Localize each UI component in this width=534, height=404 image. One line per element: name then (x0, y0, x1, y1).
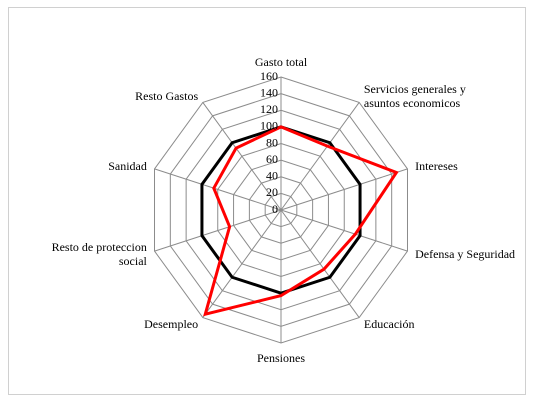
tick-label: 0 (272, 202, 278, 216)
tick-label: 140 (260, 85, 278, 99)
category-label: Educación (363, 317, 415, 332)
category-label: Resto de proteccion social (51, 239, 147, 268)
category-label: Servicios generales y asuntos economicos (363, 81, 466, 110)
tick-label: 40 (266, 169, 278, 183)
tick-label: 20 (266, 185, 278, 199)
category-label: Sanidad (108, 159, 147, 174)
tick-label: 120 (260, 102, 278, 116)
category-label: Desempleo (144, 317, 199, 332)
category-label: Pensiones (257, 351, 305, 365)
category-label: Gasto total (254, 55, 308, 69)
spoke (280, 168, 408, 211)
spoke (202, 209, 282, 318)
category-label: Intereses (415, 159, 458, 174)
chart-frame (8, 7, 526, 395)
tick-label: 160 (260, 69, 278, 83)
spoke (154, 209, 282, 252)
tick-label: 60 (266, 152, 278, 166)
tick-label: 80 (266, 135, 278, 149)
series-line (203, 125, 399, 317)
spoke (280, 209, 360, 318)
series-line (200, 125, 362, 295)
category-label: Resto Gastos (135, 88, 199, 103)
spoke (280, 102, 360, 211)
spoke (154, 168, 282, 211)
tick-label: 100 (260, 119, 278, 133)
spoke (280, 209, 408, 252)
spoke (202, 102, 282, 211)
category-label: Defensa y Seguridad (415, 246, 516, 261)
